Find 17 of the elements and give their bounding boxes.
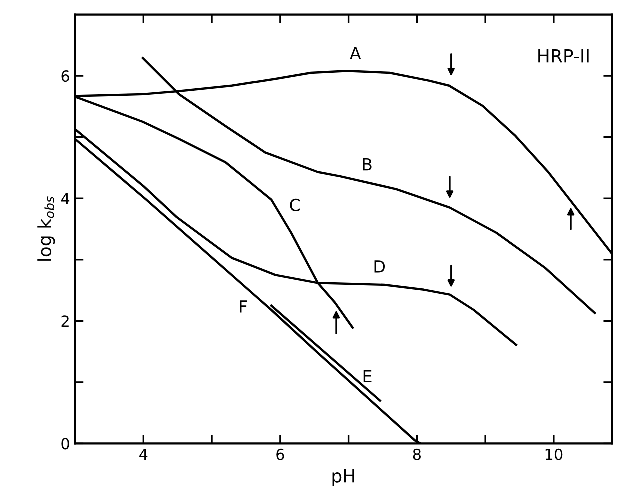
y-tick-label: 2: [62, 316, 69, 327]
series-label: F: [240, 300, 248, 313]
series-label: A: [350, 47, 362, 60]
series-label: E: [364, 370, 372, 382]
x-tick-label: 8: [413, 448, 421, 460]
series-label: B: [363, 158, 372, 171]
x-tick-label: 10: [546, 448, 563, 460]
x-tick-label: 4: [140, 449, 148, 460]
x-axis-title: pH: [332, 469, 354, 486]
y-axis-title: log k$_{obs}$: [38, 196, 56, 261]
y-tick-label: 0: [62, 438, 70, 450]
y-tick-label: 4: [61, 193, 70, 204]
y-tick-label: 6: [62, 70, 70, 82]
annotation: HRP-II: [538, 50, 589, 63]
x-tick-label: 6: [276, 448, 284, 460]
series-label: D: [374, 260, 385, 273]
series-label: C: [290, 198, 300, 212]
